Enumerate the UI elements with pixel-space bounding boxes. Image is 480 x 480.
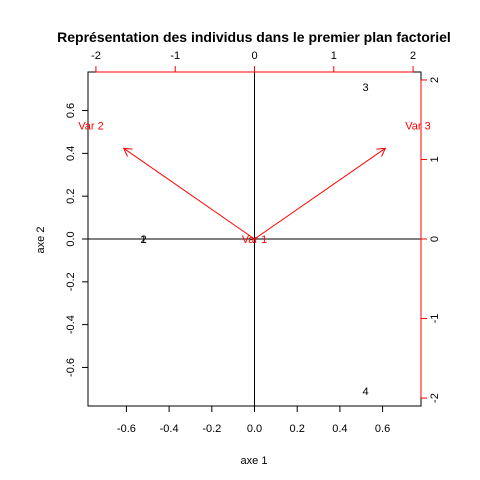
point-label: 1 [140, 234, 146, 246]
variable-label: Var 3 [405, 121, 430, 133]
x-tick-label: 0.6 [375, 423, 390, 435]
right-tick-label: 2 [429, 77, 441, 83]
point-label: 4 [362, 386, 368, 398]
top-tick-label: 1 [331, 50, 337, 62]
x-axis-top: -2 -1 0 1 2 [91, 50, 416, 73]
right-tick-label: 0 [429, 236, 441, 242]
top-tick-label: 2 [410, 50, 416, 62]
chart-title: Représentation des individus dans le pre… [57, 29, 451, 45]
right-tick-label: -2 [429, 393, 441, 403]
arrow-shaft [254, 147, 386, 240]
x-tick-label: 0.0 [247, 423, 262, 435]
arrow-head [122, 147, 133, 157]
y-tick-label: -0.4 [65, 315, 77, 334]
x-tick-label: 0.2 [290, 423, 305, 435]
y-tick-label: 0.2 [65, 189, 77, 204]
x-axis-label: axe 1 [241, 455, 268, 467]
x-tick-label: -0.4 [160, 423, 179, 435]
y-tick-label: 0.6 [65, 103, 77, 118]
variable-label: Var 2 [78, 121, 103, 133]
y-tick-label: 0.4 [65, 146, 77, 161]
top-tick-label: 0 [251, 50, 257, 62]
top-tick-label: -2 [91, 50, 101, 62]
arrow-head [376, 147, 387, 157]
y-axis-right: -2 -1 0 1 2 [420, 77, 441, 403]
top-tick-label: -1 [170, 50, 180, 62]
x-tick-label: -0.6 [117, 423, 136, 435]
y-tick-label: -0.2 [65, 272, 77, 291]
arrow-shaft [123, 147, 255, 240]
y-axis-left: -0.6 -0.4 -0.2 0.0 0.2 0.4 0.6 [65, 103, 89, 377]
right-tick-label: -1 [429, 314, 441, 324]
y-axis-label: axe 2 [35, 227, 47, 254]
x-tick-label: -0.2 [202, 423, 221, 435]
individual-points: 12 3 4 [140, 82, 368, 398]
variable-label: Var 1 [242, 234, 267, 246]
right-tick-label: 1 [429, 156, 441, 162]
y-tick-label: 0.0 [65, 231, 77, 246]
y-tick-label: -0.6 [65, 358, 77, 377]
x-axis-bottom: -0.6 -0.4 -0.2 0.0 0.2 0.4 0.6 [117, 405, 390, 435]
point-label: 3 [362, 82, 368, 94]
x-tick-label: 0.4 [332, 423, 347, 435]
point-label: 2 [140, 234, 146, 246]
variable-arrows: Var 1 Var 2 Var 3 [78, 121, 431, 246]
